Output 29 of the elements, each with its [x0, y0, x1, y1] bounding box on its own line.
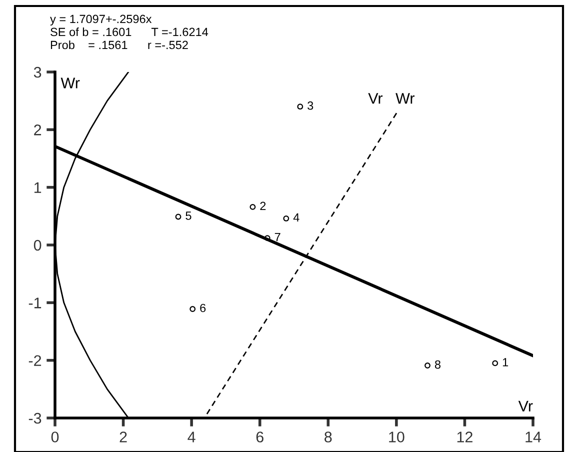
- annotation: 4: [293, 213, 300, 222]
- x-tick-label: 2: [120, 432, 127, 442]
- annotation: 6: [200, 304, 206, 312]
- annotation: Vr Wr: [368, 93, 415, 104]
- text: SE of b = .1601 T =-1.6214: [50, 28, 208, 36]
- x-tick-label: 8: [324, 432, 332, 442]
- annotation: 3: [308, 101, 314, 110]
- annotation: 5: [186, 212, 192, 220]
- y-tick-label: 0: [34, 240, 42, 251]
- y-tick-label: -1: [28, 298, 42, 308]
- annotation: 1: [502, 358, 508, 366]
- text: y = 1.7097+-.2596x: [50, 14, 152, 26]
- x-tick-label: 14: [526, 432, 542, 442]
- x-axis-title: Vr: [518, 400, 533, 412]
- x-tick-label: 4: [188, 432, 196, 442]
- text: Prob = .1561 r =-.552: [50, 40, 188, 50]
- annotation: 7: [274, 233, 280, 242]
- y-tick-label: 2: [34, 124, 42, 136]
- annotation: 8: [434, 360, 440, 369]
- x-tick-label: 6: [256, 432, 264, 442]
- x-tick-label: 0: [51, 432, 59, 442]
- y-tick-label: 3: [34, 66, 42, 78]
- annotation: 2: [260, 202, 266, 210]
- y-tick-label: -2: [28, 355, 42, 366]
- y-tick-label: 1: [34, 182, 42, 193]
- x-tick-label: 10: [389, 432, 404, 442]
- y-axis-title: Wr: [60, 78, 80, 88]
- y-tick-label: -3: [28, 412, 42, 424]
- x-tick-label: 12: [457, 432, 472, 442]
